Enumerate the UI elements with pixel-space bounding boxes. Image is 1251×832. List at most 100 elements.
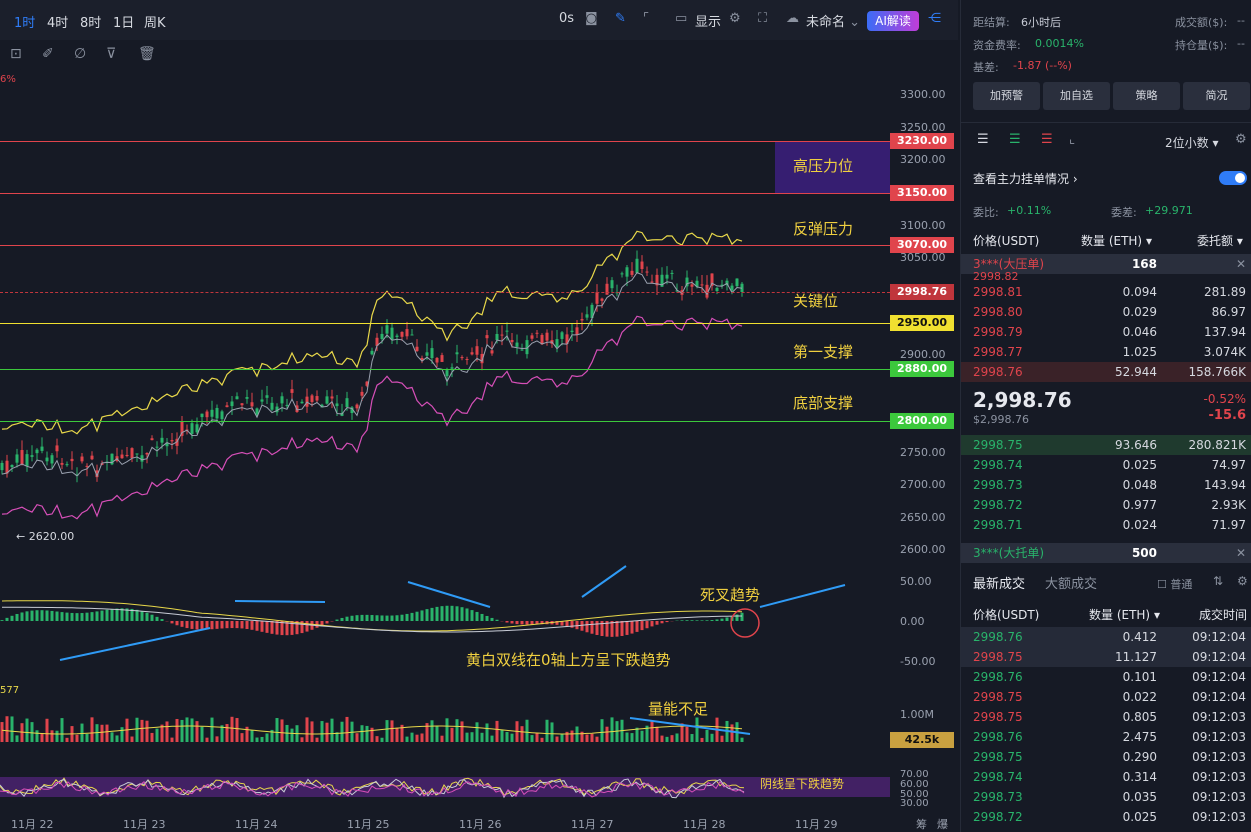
trades-col-qty[interactable]: 数量 (ETH) ▾ <box>1089 608 1160 622</box>
level-line-2950 <box>0 323 890 324</box>
orderbook-both-icon[interactable]: ☰ <box>977 132 989 147</box>
orderbook-asks-icon[interactable]: ☰ <box>1041 132 1053 147</box>
bid-qty: 0.977 <box>1122 498 1157 512</box>
ask-row[interactable]: 2998.80 0.029 86.97 <box>961 302 1251 322</box>
normal-checkbox[interactable]: ☐ 普通 <box>1157 578 1193 591</box>
fullscreen-icon[interactable]: ⛶ <box>758 11 768 26</box>
depth-icon[interactable]: ⌞ <box>1069 132 1076 147</box>
bid-row[interactable]: 2998.75 93.646 280.821K <box>961 435 1251 455</box>
macd-tick: -50.00 <box>900 655 936 668</box>
trade-price: 2998.76 <box>973 630 1023 644</box>
strategy-button[interactable]: 策略 <box>1113 82 1180 110</box>
chip-label[interactable]: 筹 <box>916 818 927 831</box>
ask-row[interactable]: 2998.77 1.025 3.074K <box>961 342 1251 362</box>
settings-icon[interactable]: ⚙ <box>729 11 741 26</box>
share-frame-icon[interactable]: ⌜ <box>643 11 650 26</box>
trade-qty: 0.101 <box>1122 670 1157 684</box>
big-bid-qty: 500 <box>1131 546 1157 560</box>
camera-icon[interactable]: ◙ <box>585 11 598 26</box>
col-price-header: 价格(USDT) <box>973 234 1040 248</box>
price-tick: 2750.00 <box>900 446 946 459</box>
ask-qty: 0.029 <box>1122 305 1157 319</box>
rsi-tick: 60.00 <box>900 779 929 790</box>
divider <box>961 122 1251 123</box>
trash-icon[interactable]: 🗑 <box>138 46 156 62</box>
level-tag: 2950.00 <box>890 315 954 331</box>
big-bid-row[interactable]: 3***(大托单) 500 ✕ <box>961 543 1251 563</box>
main-orders-label: 查看主力挂单情况 <box>973 172 1070 186</box>
magnet-icon[interactable]: ∅ <box>74 46 87 62</box>
add-watchlist-button[interactable]: 加自选 <box>1043 82 1110 110</box>
sort-icon[interactable]: ⇅ <box>1213 574 1224 588</box>
ask-total: 158.766K <box>1188 365 1247 379</box>
layout-name-dropdown[interactable]: 未命名 ⌄ <box>806 11 860 30</box>
cloud-icon: ☁ <box>786 11 799 26</box>
ai-analysis-button[interactable]: AI解读 <box>867 11 919 31</box>
col-qty-header[interactable]: 数量 (ETH) ▾ <box>1081 234 1152 248</box>
annotation-death-cross: 死叉趋势 <box>700 586 761 604</box>
add-alert-button[interactable]: 加预警 <box>973 82 1040 110</box>
trade-qty: 0.805 <box>1122 710 1157 724</box>
trade-qty: 11.127 <box>1115 650 1157 664</box>
bid-row[interactable]: 2998.74 0.025 74.97 <box>961 455 1251 475</box>
bid-row[interactable]: 2998.71 0.024 71.97 <box>961 515 1251 535</box>
orderbook-bids-icon[interactable]: ☰ <box>1009 132 1021 147</box>
bid-qty: 0.048 <box>1122 478 1157 492</box>
ask-row[interactable]: 2998.76 52.944 158.766K <box>961 362 1251 382</box>
ask-total: 3.074K <box>1203 345 1246 359</box>
bid-total: 280.821K <box>1188 438 1247 452</box>
settings-icon[interactable]: ⚙ <box>1237 574 1248 588</box>
annotation-rsi: 阴线呈下跌趋势 <box>760 777 845 791</box>
filter-icon[interactable]: ⊽ <box>106 46 117 62</box>
annotation-first-support: 第一支撑 <box>793 343 854 361</box>
ask-row[interactable]: 2998.79 0.046 137.94 <box>961 322 1251 342</box>
bid-row[interactable]: 2998.72 0.977 2.93K <box>961 495 1251 515</box>
timeframe-1h[interactable]: 1时 <box>14 16 36 31</box>
trades-col-time: 成交时间 <box>1199 608 1248 622</box>
trade-price: 2998.75 <box>973 710 1023 724</box>
tab-big-trades[interactable]: 大额成交 <box>1045 577 1098 592</box>
window-icon[interactable]: ▭ <box>675 11 688 26</box>
price-chart[interactable]: 6% <box>0 70 958 832</box>
main-orders-link[interactable]: 查看主力挂单情况 › <box>973 172 1078 186</box>
decimals-label: 2位小数 <box>1165 136 1209 150</box>
close-icon[interactable]: ✕ <box>1235 546 1246 560</box>
decimals-dropdown[interactable]: 2位小数 ▾ <box>1165 136 1219 150</box>
overview-button[interactable]: 简况 <box>1183 82 1250 110</box>
trade-price: 2998.76 <box>973 730 1023 744</box>
edit-icon[interactable]: ✐ <box>42 46 54 62</box>
lock-icon[interactable]: ⊡ <box>10 46 22 62</box>
ask-total: 86.97 <box>1211 305 1246 319</box>
ask-qty: 1.025 <box>1122 345 1157 359</box>
price-tick: 3300.00 <box>900 88 946 101</box>
ask-row-partial: 2998.82 <box>961 272 1251 282</box>
main-orders-toggle[interactable] <box>1219 171 1247 185</box>
share-icon[interactable]: ⋲ <box>928 11 941 26</box>
trade-price: 2998.73 <box>973 790 1023 804</box>
timeframe-8h[interactable]: 8时 <box>80 16 102 31</box>
settings-icon[interactable]: ⚙ <box>1235 132 1247 147</box>
big-ask-row[interactable]: 3***(大压单) 168 ✕ <box>961 254 1251 274</box>
display-button[interactable]: 显示 <box>695 15 722 30</box>
ask-qty: 0.094 <box>1122 285 1157 299</box>
timeframe-4h[interactable]: 4时 <box>47 16 69 31</box>
tab-latest-trades[interactable]: 最新成交 <box>973 577 1026 592</box>
change-pct: -0.52% <box>1203 392 1246 406</box>
last-price-usd: $2,998.76 <box>973 413 1029 426</box>
timeframe-1d[interactable]: 1日 <box>113 16 135 31</box>
basis-value: -1.87 (--%) <box>1013 59 1072 72</box>
price-tick: 2650.00 <box>900 511 946 524</box>
trade-price: 2998.74 <box>973 770 1023 784</box>
right-panel: 距结算: 6小时后 成交额($): -- 资金费率: 0.0014% 持仓量($… <box>960 0 1251 832</box>
close-icon[interactable]: ✕ <box>1235 257 1246 271</box>
pencil-icon[interactable]: ✎ <box>615 11 626 26</box>
liquidation-label[interactable]: 爆 <box>937 818 948 831</box>
price-tick: 3050.00 <box>900 251 946 264</box>
timeframe-week[interactable]: 周K <box>144 16 166 31</box>
col-total-header[interactable]: 委托额 ▾ <box>1197 234 1243 248</box>
trade-time: 09:12:04 <box>1192 670 1246 684</box>
ask-row[interactable]: 2998.81 0.094 281.89 <box>961 282 1251 302</box>
bid-price: 2998.73 <box>973 478 1023 492</box>
bid-price: 2998.71 <box>973 518 1023 532</box>
bid-row[interactable]: 2998.73 0.048 143.94 <box>961 475 1251 495</box>
